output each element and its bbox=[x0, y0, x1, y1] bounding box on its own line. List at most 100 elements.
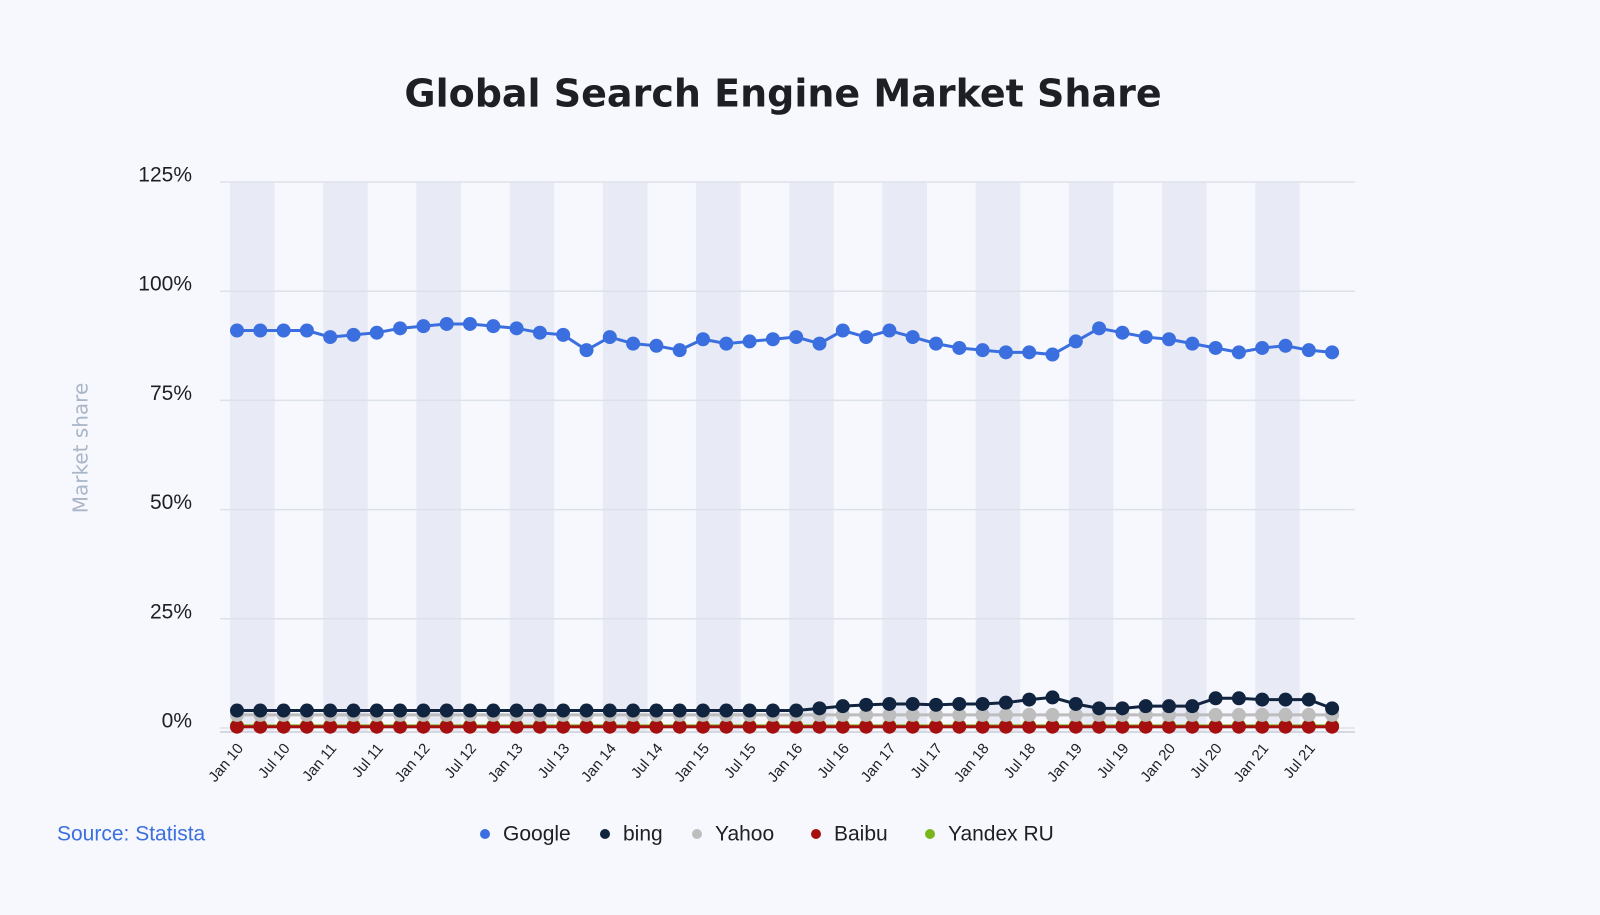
data-point bbox=[1115, 325, 1130, 340]
data-point bbox=[882, 719, 897, 734]
data-point bbox=[835, 323, 850, 338]
data-point bbox=[998, 719, 1013, 734]
legend-marker bbox=[692, 829, 702, 839]
data-point bbox=[1208, 719, 1223, 734]
data-point bbox=[812, 336, 827, 351]
data-point bbox=[369, 325, 384, 340]
data-point bbox=[579, 703, 594, 718]
data-point bbox=[276, 323, 291, 338]
data-point bbox=[1231, 691, 1246, 706]
data-point bbox=[742, 334, 757, 349]
data-point bbox=[369, 703, 384, 718]
data-point bbox=[812, 701, 827, 716]
data-point bbox=[556, 703, 571, 718]
data-point bbox=[1138, 330, 1153, 345]
data-point bbox=[346, 327, 361, 342]
data-point bbox=[765, 703, 780, 718]
legend-label[interactable]: Baibu bbox=[834, 823, 888, 846]
data-point bbox=[905, 707, 920, 722]
data-point bbox=[486, 719, 501, 734]
y-tick-label: 125% bbox=[138, 164, 192, 187]
source-link[interactable]: Source: Statista bbox=[57, 823, 206, 846]
data-point bbox=[952, 340, 967, 355]
data-point bbox=[765, 332, 780, 347]
data-point bbox=[882, 696, 897, 711]
data-point bbox=[1185, 719, 1200, 734]
data-point bbox=[975, 696, 990, 711]
data-point bbox=[1255, 340, 1270, 355]
data-point bbox=[1068, 707, 1083, 722]
data-point bbox=[276, 719, 291, 734]
data-point bbox=[486, 319, 501, 334]
data-point bbox=[346, 703, 361, 718]
data-point bbox=[532, 325, 547, 340]
data-point bbox=[952, 696, 967, 711]
data-point bbox=[719, 719, 734, 734]
data-point bbox=[299, 719, 314, 734]
background-band bbox=[975, 182, 1021, 732]
background-band bbox=[509, 182, 555, 732]
y-tick-label: 0% bbox=[162, 710, 192, 733]
data-point bbox=[1045, 707, 1060, 722]
data-point bbox=[463, 719, 477, 734]
legend-label[interactable]: Google bbox=[503, 823, 571, 846]
data-point bbox=[789, 719, 804, 734]
data-point bbox=[393, 703, 408, 718]
data-point bbox=[1325, 719, 1340, 734]
data-point bbox=[1162, 332, 1176, 347]
data-point bbox=[998, 707, 1013, 722]
y-tick-label: 100% bbox=[138, 273, 192, 296]
y-tick-label: 50% bbox=[150, 491, 192, 514]
data-point bbox=[1231, 707, 1246, 722]
data-point bbox=[602, 703, 617, 718]
data-point bbox=[649, 703, 664, 718]
data-point bbox=[998, 345, 1013, 360]
data-point bbox=[742, 719, 757, 734]
data-point bbox=[1301, 719, 1316, 734]
data-point bbox=[626, 703, 641, 718]
data-point bbox=[532, 703, 547, 718]
data-point bbox=[463, 316, 477, 331]
data-point bbox=[509, 703, 524, 718]
data-point bbox=[882, 707, 897, 722]
y-axis-label: Market share bbox=[69, 383, 93, 514]
data-point bbox=[1278, 338, 1293, 353]
background-band bbox=[1162, 182, 1207, 732]
data-point bbox=[556, 719, 571, 734]
legend-marker bbox=[811, 829, 821, 839]
data-point bbox=[672, 703, 687, 718]
data-point bbox=[1301, 692, 1316, 707]
data-point bbox=[882, 323, 897, 338]
data-point bbox=[1068, 334, 1083, 349]
data-point bbox=[253, 323, 268, 338]
legend-label[interactable]: bing bbox=[623, 823, 663, 846]
data-point bbox=[929, 336, 943, 351]
data-point bbox=[1068, 719, 1083, 734]
data-point bbox=[369, 719, 384, 734]
data-point bbox=[765, 719, 780, 734]
data-point bbox=[696, 332, 710, 347]
data-point bbox=[230, 719, 244, 734]
data-point bbox=[626, 336, 641, 351]
data-point bbox=[649, 338, 664, 353]
background-band bbox=[416, 182, 461, 732]
data-point bbox=[253, 719, 268, 734]
data-point bbox=[742, 703, 757, 718]
data-point bbox=[1278, 692, 1293, 707]
data-point bbox=[602, 330, 617, 345]
data-point bbox=[276, 703, 291, 718]
background-band bbox=[882, 182, 927, 732]
band-layer bbox=[230, 182, 1300, 732]
legend-label[interactable]: Yahoo bbox=[715, 823, 774, 846]
data-point bbox=[509, 321, 524, 336]
data-point bbox=[1325, 345, 1340, 360]
data-point bbox=[1045, 347, 1060, 362]
data-point bbox=[463, 703, 477, 718]
background-band bbox=[602, 182, 648, 732]
data-point bbox=[1255, 719, 1270, 734]
legend-label[interactable]: Yandex RU bbox=[948, 823, 1054, 846]
legend-marker bbox=[600, 829, 610, 839]
data-point bbox=[672, 343, 687, 358]
data-point bbox=[1068, 696, 1083, 711]
